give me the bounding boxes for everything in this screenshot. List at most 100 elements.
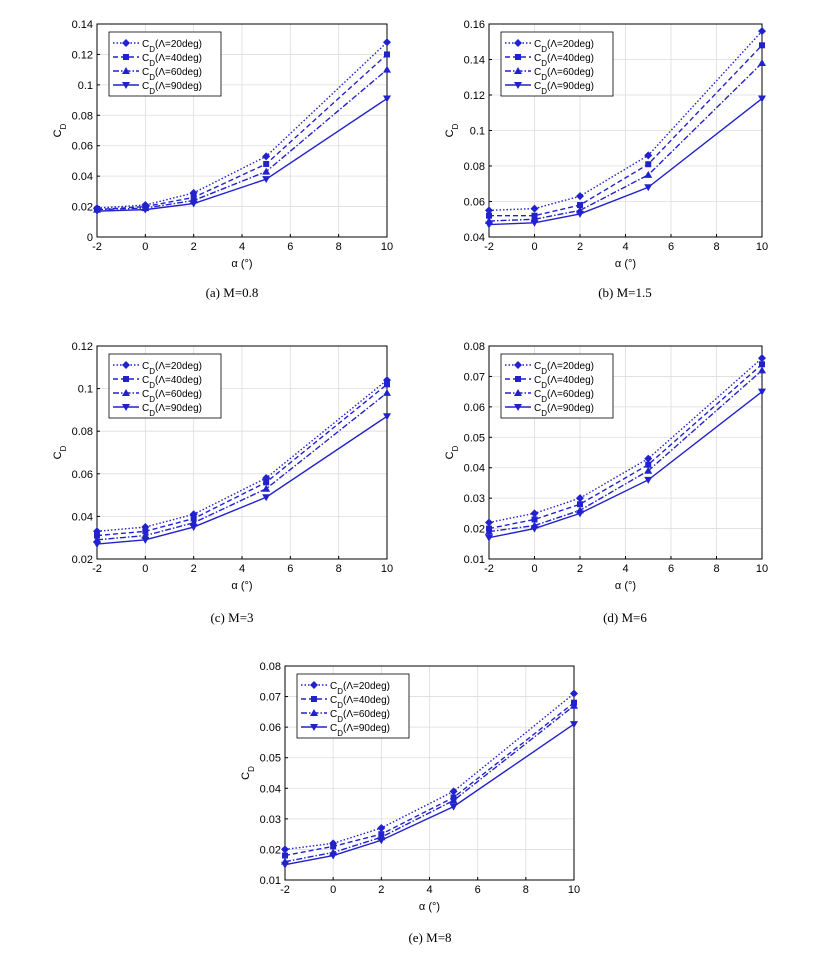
- legend-label: CD(Λ=40deg): [142, 53, 202, 68]
- x-tick-label: 4: [622, 241, 628, 253]
- data-point: [383, 388, 391, 396]
- data-point: [329, 852, 338, 860]
- data-point: [645, 461, 652, 468]
- caption: (c) M=3: [210, 610, 253, 625]
- x-tick-label: 2: [577, 241, 583, 253]
- data-point: [189, 524, 198, 532]
- y-tick-label: 0.04: [260, 783, 281, 795]
- legend-marker: [310, 709, 318, 716]
- y-tick-label: 0.16: [464, 19, 485, 31]
- x-tick-label: 10: [381, 241, 393, 253]
- y-tick-label: 0.03: [464, 493, 485, 505]
- y-tick-label: 0.06: [260, 722, 281, 734]
- legend-label: CD(Λ=60deg): [534, 67, 594, 82]
- x-tick-label: 0: [142, 241, 148, 253]
- data-point: [93, 208, 101, 216]
- legend-label: CD(Λ=60deg): [534, 389, 594, 404]
- data-point: [531, 516, 538, 523]
- data-point: [530, 525, 539, 533]
- axes-frame: [284, 665, 575, 881]
- data-point: [758, 59, 766, 67]
- data-point: [485, 534, 493, 542]
- legend-label: CD(Λ=90deg): [534, 403, 594, 418]
- x-tick-label: -2: [484, 241, 494, 253]
- data-point: [530, 219, 539, 227]
- y-tick-label: 0: [87, 232, 93, 244]
- x-tick-label: -2: [92, 563, 102, 575]
- legend-marker: [122, 361, 130, 369]
- x-tick-label: 2: [191, 563, 197, 575]
- y-tick-label: 0.06: [464, 197, 485, 209]
- y-tick-label: 0.1: [470, 126, 485, 138]
- x-tick-label: 4: [426, 884, 432, 896]
- y-axis-label: CD: [52, 123, 68, 137]
- series-line: [96, 392, 388, 541]
- legend-marker: [123, 376, 129, 382]
- legend-marker: [514, 361, 522, 369]
- data-point: [263, 160, 270, 167]
- y-tick-label: 0.08: [72, 110, 93, 122]
- y-tick-label: 0.04: [464, 463, 485, 475]
- legend-label: CD(Λ=60deg): [142, 389, 202, 404]
- y-tick-label: 0.01: [260, 875, 281, 887]
- legend-marker: [310, 724, 318, 731]
- y-tick-label: 0.06: [72, 469, 93, 481]
- y-tick-label: 0.06: [464, 402, 485, 414]
- legend-label: CD(Λ=40deg): [142, 375, 202, 390]
- legend-marker: [122, 82, 130, 89]
- data-point: [758, 95, 766, 103]
- data-point: [94, 532, 100, 539]
- y-axis-label: CD: [444, 445, 460, 459]
- x-axis-label: α (°): [231, 258, 252, 270]
- data-point: [758, 27, 766, 36]
- data-point: [141, 206, 150, 214]
- y-tick-label: 0.04: [72, 171, 93, 183]
- y-tick-label: 0.04: [72, 511, 93, 523]
- x-tick-label: 0: [531, 241, 537, 253]
- x-axis-label: α (°): [615, 258, 636, 270]
- legend-label: CD(Λ=90deg): [330, 723, 390, 738]
- legend-marker: [515, 54, 521, 60]
- legend-marker: [514, 404, 522, 411]
- data-point: [262, 494, 271, 502]
- legend-label: CD(Λ=90deg): [142, 81, 202, 96]
- y-tick-label: 0.02: [260, 844, 281, 856]
- axes-frame: [488, 23, 763, 238]
- data-point: [758, 366, 766, 374]
- y-tick-label: 0.04: [464, 232, 485, 244]
- data-point: [262, 167, 271, 175]
- y-tick-label: 0.1: [78, 384, 93, 396]
- data-point: [758, 354, 766, 363]
- data-point: [570, 689, 578, 698]
- y-tick-label: 0.02: [72, 202, 93, 214]
- caption: (e) M=8: [408, 930, 451, 945]
- x-tick-label: 4: [622, 563, 628, 575]
- x-tick-label: -2: [484, 563, 494, 575]
- data-point: [142, 528, 149, 535]
- y-tick-label: 0.12: [464, 90, 485, 102]
- axes-frame: [96, 23, 388, 238]
- data-point: [262, 176, 271, 184]
- x-tick-label: 0: [142, 563, 148, 575]
- data-point: [449, 803, 458, 811]
- data-point: [485, 527, 493, 535]
- data-point: [263, 479, 270, 486]
- x-tick-label: 0: [531, 563, 537, 575]
- data-point: [383, 413, 391, 421]
- legend-label: CD(Λ=20deg): [142, 361, 202, 376]
- data-point: [570, 721, 578, 729]
- data-point: [759, 42, 765, 49]
- legend-label: CD(Λ=60deg): [142, 67, 202, 82]
- y-tick-label: 0.07: [464, 371, 485, 383]
- legend-label: CD(Λ=20deg): [142, 39, 202, 54]
- y-axis-label: CD: [444, 123, 460, 137]
- data-point: [485, 221, 493, 229]
- data-point: [330, 843, 337, 850]
- data-point: [383, 38, 391, 47]
- x-tick-label: 10: [756, 563, 768, 575]
- y-tick-label: 0.02: [72, 554, 93, 566]
- legend-marker: [311, 696, 317, 702]
- data-point: [644, 184, 653, 192]
- legend-label: CD(Λ=90deg): [142, 403, 202, 418]
- y-axis-label: CD: [240, 766, 256, 780]
